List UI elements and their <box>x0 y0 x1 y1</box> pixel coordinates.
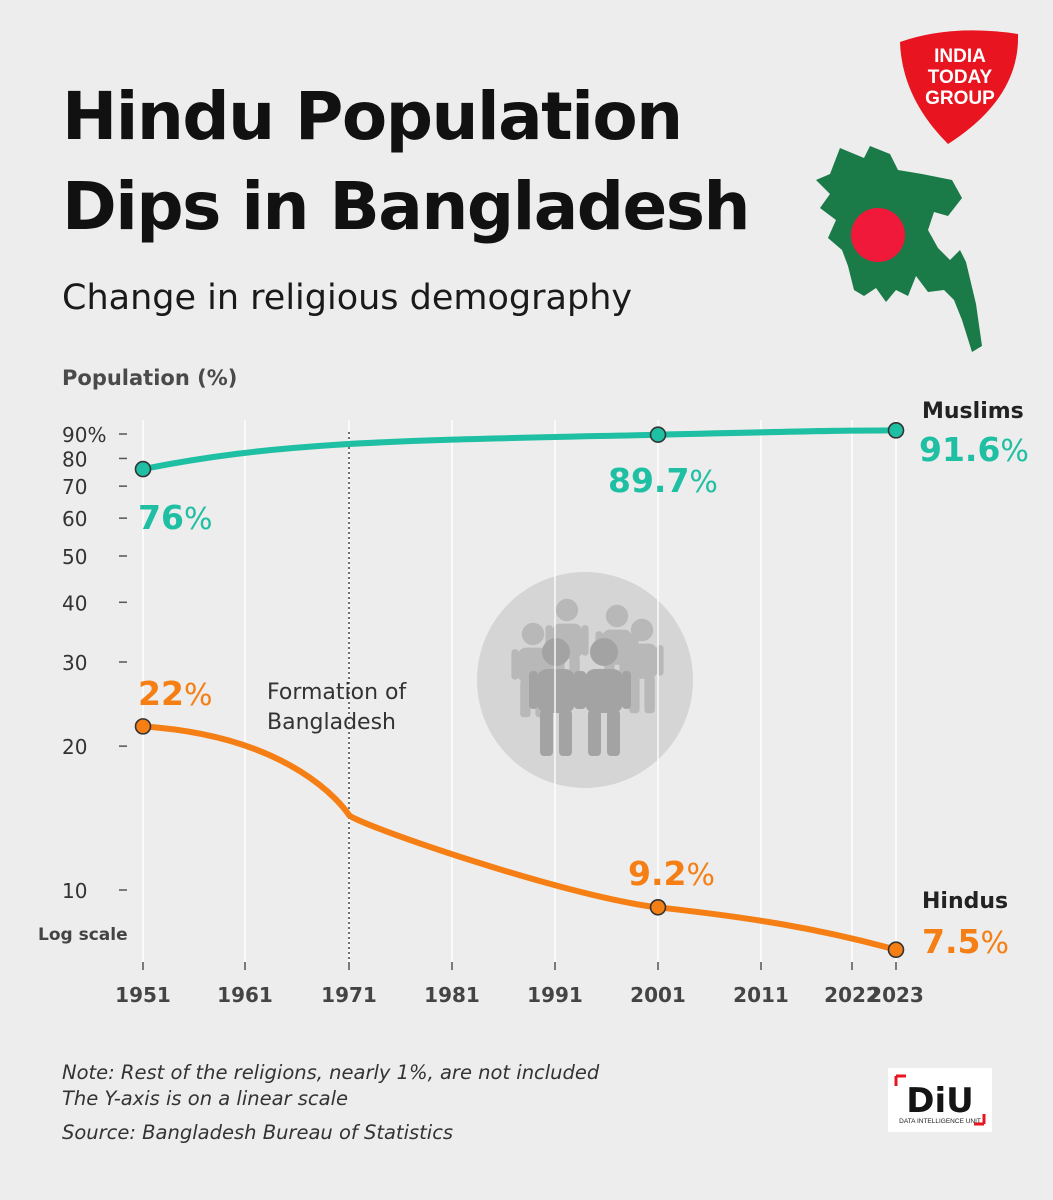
diu-mark: DiU <box>906 1081 974 1121</box>
y-tick-label: 20 <box>62 735 87 759</box>
y-tick-label: 80 <box>62 447 87 471</box>
data-point-muslims-2001 <box>649 426 667 443</box>
x-tick-label-2011: 2011 <box>733 983 789 1007</box>
x-tick-label-2022: 2022 <box>824 983 880 1007</box>
series-name-hindus: Hindus <box>922 889 1008 914</box>
footnotes: Note: Rest of the religions, nearly 1%, … <box>62 1060 599 1146</box>
series-line-muslims <box>140 427 899 473</box>
data-point-muslims-1951 <box>134 460 152 478</box>
formation-annotation-line-1: Formation of <box>267 680 407 705</box>
data-label-muslims-2001: 89.7% <box>608 461 718 500</box>
data-label-hindus-1951: 22% <box>138 674 212 713</box>
y-tick-label: 60 <box>62 507 87 531</box>
y-tick-label: 30 <box>62 651 87 675</box>
note-axis: The Y-axis is on a linear scale <box>62 1087 349 1110</box>
y-tick-label: 90% <box>62 423 106 447</box>
series-line-hindus <box>140 723 899 953</box>
data-label-hindus-2001: 9.2% <box>628 854 715 893</box>
data-point-hindus-1951 <box>134 718 152 735</box>
y-tick-label: 70 <box>62 475 87 499</box>
source-note: Source: Bangladesh Bureau of Statistics <box>62 1121 454 1144</box>
series-name-muslims: Muslims <box>922 399 1024 424</box>
x-tick-label-1981: 1981 <box>424 983 480 1007</box>
data-label-hindus-2023: 7.5% <box>922 922 1009 961</box>
note-religions: Note: Rest of the religions, nearly 1%, … <box>62 1061 600 1084</box>
chart-title: Hindu Population Dips in Bangladesh <box>62 72 751 252</box>
data-point-muslims-2023 <box>887 422 905 439</box>
title-line-1: Hindu Population <box>62 78 683 155</box>
x-tick-label-2001: 2001 <box>630 983 686 1007</box>
y-tick-label: 10 <box>62 879 87 903</box>
x-tick-label-1971: 1971 <box>321 983 377 1007</box>
diu-tagline: DATA INTELLIGENCE UNIT <box>899 1118 981 1125</box>
brand-line-1: INDIA <box>934 46 986 67</box>
log-scale-note: Log scale <box>38 925 128 945</box>
y-tick-label: 50 <box>62 545 87 569</box>
x-tick-label-1991: 1991 <box>527 983 583 1007</box>
diu-logo: DiU DATA INTELLIGENCE UNIT <box>888 1068 992 1132</box>
india-today-group-logo: INDIA TODAY GROUP <box>900 30 1019 144</box>
data-point-hindus-2001 <box>649 899 667 916</box>
title-line-2: Dips in Bangladesh <box>62 168 751 245</box>
x-tick-label-1951: 1951 <box>115 983 171 1007</box>
brand-line-3: GROUP <box>925 88 995 109</box>
people-group-icon <box>477 572 693 788</box>
formation-annotation-line-2: Bangladesh <box>267 710 396 735</box>
y-axis-label: Population (%) <box>62 366 238 390</box>
data-label-muslims-1951: 76% <box>138 498 212 537</box>
y-tick-label: 40 <box>62 591 87 615</box>
x-tick-label-2023: 2023 <box>868 983 924 1007</box>
data-point-hindus-2023 <box>887 941 905 959</box>
bangladesh-map-icon <box>816 146 982 352</box>
brand-line-2: TODAY <box>928 67 993 88</box>
x-tick-label-1961: 1961 <box>217 983 273 1007</box>
chart-subtitle: Change in religious demography <box>62 278 633 318</box>
data-label-muslims-2023: 91.6% <box>919 430 1029 469</box>
